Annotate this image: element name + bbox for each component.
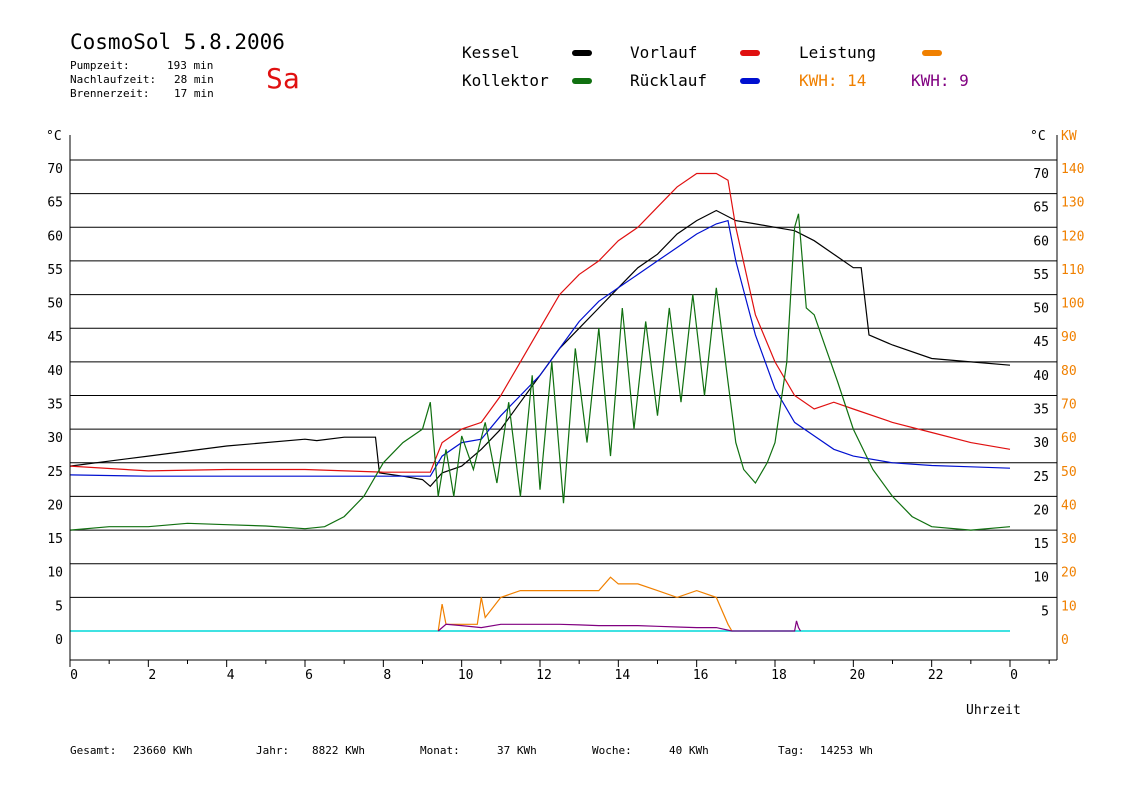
y-tick-label-left: 40 — [47, 364, 63, 379]
footer-label-tag: Tag: — [778, 744, 805, 757]
y-tick-label-right-power: 50 — [1061, 465, 1077, 480]
y-tick-label-left: 30 — [47, 431, 63, 446]
y-tick-label-right-power: 30 — [1061, 532, 1077, 547]
x-tick-label: 12 — [536, 668, 552, 683]
x-tick-label: 10 — [458, 668, 474, 683]
series-line-0 — [69, 209, 1011, 488]
y-tick-label-right-temp: 10 — [1033, 571, 1049, 586]
y-tick-label-right-power: 120 — [1061, 229, 1084, 244]
legend-label-leistung: Leistung — [799, 43, 877, 62]
y-tick-label-left: 50 — [47, 297, 63, 312]
y-tick-label-right-power: 100 — [1061, 297, 1084, 312]
y-tick-label-right-temp: 55 — [1033, 268, 1049, 283]
series-line-4 — [437, 576, 733, 632]
y-tick-label-right-power: 90 — [1061, 330, 1077, 345]
series-line-2 — [69, 219, 1011, 477]
y-tick-label-left: 15 — [47, 532, 63, 547]
y-axis-label-left: °C — [46, 129, 62, 144]
y-tick-label-right-power: 70 — [1061, 398, 1077, 413]
y-tick-label-left: 5 — [55, 599, 63, 614]
y-tick-label-right-temp: 40 — [1033, 369, 1049, 384]
page-title: CosmoSol 5.8.2006 — [70, 30, 285, 54]
y-tick-label-left: 20 — [47, 498, 63, 513]
x-tick-label: 4 — [227, 668, 235, 683]
y-tick-label-right-temp: 45 — [1033, 335, 1049, 350]
stat-value-brennerzeit: 17 min — [174, 87, 214, 100]
x-tick-label: 14 — [615, 668, 631, 683]
footer-value-woche: 40 KWh — [669, 744, 709, 757]
weekday-label: Sa — [266, 62, 300, 95]
y-tick-label-right-power: 80 — [1061, 364, 1077, 379]
y-tick-label-left: 55 — [47, 263, 63, 278]
y-axis-label-right-power: KW — [1061, 129, 1077, 144]
y-tick-label-left: 60 — [47, 229, 63, 244]
y-tick-label-left: 45 — [47, 330, 63, 345]
legend-label-vorlauf: Vorlauf — [630, 43, 698, 62]
footer-value-tag: 14253 Wh — [820, 744, 873, 757]
y-tick-label-right-temp: 15 — [1033, 537, 1049, 552]
y-tick-label-right-temp: 50 — [1033, 302, 1049, 317]
x-tick-label: 22 — [928, 668, 944, 683]
x-tick-label: 8 — [383, 668, 391, 683]
legend-kwh-leistung: KWH: 14 — [799, 71, 867, 90]
y-tick-label-right-temp: 70 — [1033, 167, 1049, 182]
y-tick-label-right-temp: 25 — [1033, 470, 1049, 485]
stat-value-pumpzeit: 193 min — [167, 59, 214, 72]
y-axis-label-right-temp: °C — [1030, 129, 1046, 144]
y-tick-label-right-power: 10 — [1061, 599, 1077, 614]
series-line-1 — [69, 172, 1011, 473]
y-tick-label-right-temp: 60 — [1033, 234, 1049, 249]
y-tick-label-right-power: 0 — [1061, 633, 1069, 648]
footer-label-monat: Monat: — [420, 744, 460, 757]
y-tick-label-left: 10 — [47, 566, 63, 581]
y-tick-label-right-power: 60 — [1061, 431, 1077, 446]
x-tick-label: 0 — [1010, 668, 1018, 683]
x-tick-label: 6 — [305, 668, 313, 683]
x-tick-label: 0 — [70, 668, 78, 683]
series-line-3 — [69, 213, 1011, 531]
x-tick-label: 20 — [850, 668, 866, 683]
y-tick-label-left: 0 — [55, 633, 63, 648]
x-axis-label: Uhrzeit — [966, 703, 1021, 718]
legend-swatch-kollektor — [572, 78, 592, 84]
x-tick-label: 16 — [693, 668, 709, 683]
x-tick-label: 18 — [771, 668, 787, 683]
footer-label-woche: Woche: — [592, 744, 632, 757]
y-tick-label-left: 35 — [47, 398, 63, 413]
series-line-5 — [437, 620, 802, 632]
y-tick-label-right-temp: 5 — [1041, 604, 1049, 619]
footer-value-jahr: 8822 KWh — [312, 744, 365, 757]
y-tick-label-right-temp: 20 — [1033, 503, 1049, 518]
y-tick-label-left: 65 — [47, 196, 63, 211]
y-tick-label-left: 25 — [47, 465, 63, 480]
stat-label-brennerzeit: Brennerzeit: — [70, 87, 150, 100]
y-tick-label-right-power: 140 — [1061, 162, 1084, 177]
legend-kwh-purple: KWH: 9 — [911, 71, 969, 90]
y-tick-label-right-temp: 35 — [1033, 403, 1049, 418]
y-tick-label-right-power: 110 — [1061, 263, 1084, 278]
y-tick-label-right-temp: 65 — [1033, 201, 1049, 216]
footer-label-jahr: Jahr: — [256, 744, 290, 757]
y-tick-label-left: 70 — [47, 162, 63, 177]
stat-label-nachlaufzeit: Nachlaufzeit: — [70, 73, 157, 86]
footer-value-gesamt: 23660 KWh — [133, 744, 193, 757]
y-tick-label-right-temp: 30 — [1033, 436, 1049, 451]
stat-value-nachlaufzeit: 28 min — [174, 73, 214, 86]
footer-label-gesamt: Gesamt: — [70, 744, 117, 757]
legend-swatch-ruecklauf — [740, 78, 760, 84]
y-tick-label-right-power: 40 — [1061, 498, 1077, 513]
legend-swatch-vorlauf — [740, 50, 760, 56]
footer-value-monat: 37 KWh — [497, 744, 537, 757]
y-tick-label-right-power: 20 — [1061, 566, 1077, 581]
legend-label-ruecklauf: Rücklauf — [630, 71, 708, 90]
legend-swatch-kessel — [572, 50, 592, 56]
legend-swatch-leistung — [922, 50, 942, 56]
stat-label-pumpzeit: Pumpzeit: — [70, 59, 130, 72]
y-tick-label-right-power: 130 — [1061, 196, 1084, 211]
x-tick-label: 2 — [148, 668, 156, 683]
legend-label-kessel: Kessel — [462, 43, 520, 62]
legend-label-kollektor: Kollektor — [462, 71, 549, 90]
